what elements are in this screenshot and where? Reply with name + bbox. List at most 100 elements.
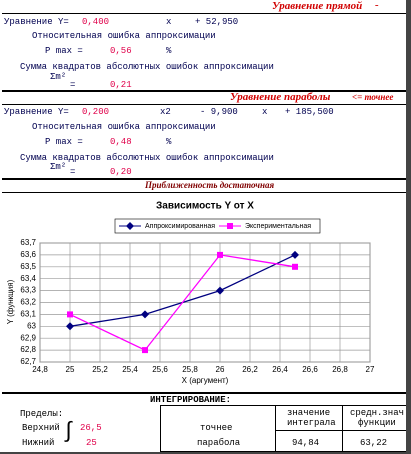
x-tick-label: 26,8 xyxy=(332,365,348,374)
x-tick-label: 25,4 xyxy=(122,365,138,374)
y-tick-label: 63,4 xyxy=(20,274,36,283)
label: Сумма квадратов абсолютных ошибок аппрок… xyxy=(20,62,274,72)
data-point xyxy=(67,311,73,318)
value: 0,400 xyxy=(82,17,110,27)
frame-edge xyxy=(0,452,411,454)
chart-title: Зависимость Y от X xyxy=(156,201,254,212)
label: точнее xyxy=(200,423,233,433)
label: % xyxy=(166,46,172,56)
x-tick-label: 26 xyxy=(216,365,225,374)
value: 0,200 xyxy=(82,107,110,117)
label: Уравнение Y= xyxy=(4,107,69,117)
label: Уравнение Y= xyxy=(4,17,69,27)
x-tick-label: 25 xyxy=(66,365,75,374)
value: 63,22 xyxy=(360,438,388,448)
legend-marker xyxy=(227,223,233,229)
header: значение xyxy=(287,408,331,418)
x-tick-label: 27 xyxy=(366,365,375,374)
y-tick-label: 63 xyxy=(27,321,36,330)
table-border xyxy=(342,405,343,452)
section-border xyxy=(2,178,406,180)
y-tick-label: 63,7 xyxy=(20,238,36,247)
y-tick-label: 63,6 xyxy=(20,250,36,259)
table-border xyxy=(275,405,276,452)
data-point xyxy=(216,286,224,295)
label: = xyxy=(70,80,76,90)
label: % xyxy=(166,137,172,147)
value: парабола xyxy=(197,438,241,448)
y-tick-label: 63,2 xyxy=(20,298,36,307)
value: - 9,900 xyxy=(200,107,238,117)
value: + 52,950 xyxy=(195,17,239,27)
value: + 185,500 xyxy=(285,107,334,117)
label: x xyxy=(262,107,268,117)
data-point xyxy=(141,310,149,319)
value: 0,20 xyxy=(110,167,132,177)
label: Относительная ошибка аппроксимации xyxy=(32,122,216,132)
data-point xyxy=(66,322,74,331)
series-line xyxy=(69,254,296,351)
x-tick-label: 26,2 xyxy=(242,365,258,374)
data-point xyxy=(217,251,223,258)
legend-marker xyxy=(126,222,134,230)
label: Σm² xyxy=(50,162,67,172)
value: 26,5 xyxy=(80,423,102,433)
label: Относительная ошибка аппроксимации xyxy=(32,31,216,41)
label: x xyxy=(166,17,172,27)
y-tick-label: 62,7 xyxy=(20,357,36,366)
value: 94,84 xyxy=(292,438,320,448)
mark: - xyxy=(375,0,379,11)
value: 25 xyxy=(86,438,97,448)
label: = xyxy=(70,167,76,177)
label: P max = xyxy=(45,46,83,56)
label: Сумма квадратов абсолютных ошибок аппрок… xyxy=(20,153,274,163)
section-title: ИНТЕГРИРОВАНИЕ: xyxy=(150,395,232,405)
integral-sign: ∫ xyxy=(62,419,76,444)
x-tick-label: 26,6 xyxy=(302,365,318,374)
verdict: Приближенность достаточная xyxy=(145,180,275,190)
table-frame xyxy=(160,405,406,452)
table-border xyxy=(275,430,406,431)
data-point xyxy=(291,250,299,259)
data-point xyxy=(142,347,148,354)
x-tick-label: 24,8 xyxy=(32,365,48,374)
section-title: Уравнение параболы xyxy=(230,91,331,103)
header: интеграла xyxy=(287,418,336,428)
y-axis-label: Y (функция) xyxy=(6,279,15,324)
header: средн.знач xyxy=(350,408,405,418)
y-tick-label: 63,3 xyxy=(20,286,36,295)
header: функции xyxy=(358,418,396,428)
x-tick-label: 26,4 xyxy=(272,365,288,374)
section-border xyxy=(2,392,406,394)
frame-edge xyxy=(406,0,411,454)
x-tick-label: 25,8 xyxy=(182,365,198,374)
section-title: Уравнение прямой xyxy=(272,0,363,12)
row-border xyxy=(2,192,406,193)
y-tick-label: 62,8 xyxy=(20,345,36,354)
value: 0,21 xyxy=(110,80,132,90)
label: Нижний xyxy=(22,438,55,448)
data-point xyxy=(292,263,298,270)
label: Пределы: xyxy=(20,409,64,419)
note: <= точнее xyxy=(352,92,394,102)
row-border xyxy=(2,13,406,14)
legend-box xyxy=(114,218,321,234)
x-tick-label: 25,6 xyxy=(152,365,168,374)
x-tick-label: 25,2 xyxy=(92,365,108,374)
label: x2 xyxy=(160,107,171,117)
row-border xyxy=(2,104,406,105)
label: Σm² xyxy=(50,72,67,82)
section-border xyxy=(2,90,406,92)
y-tick-label: 63,5 xyxy=(20,262,36,271)
legend-label: Экспериментальная xyxy=(245,223,311,230)
legend-label: Аппроксимированная xyxy=(145,223,215,230)
label: P max = xyxy=(45,137,83,147)
value: 0,48 xyxy=(110,137,132,147)
y-tick-label: 63,1 xyxy=(20,310,36,319)
label: Верхний xyxy=(22,423,60,433)
chart: Зависимость Y от X X (аргумент) Y (функц… xyxy=(6,201,375,385)
x-axis-label: X (аргумент) xyxy=(182,376,229,385)
value: 0,56 xyxy=(110,46,132,56)
y-tick-label: 62,9 xyxy=(20,333,36,342)
